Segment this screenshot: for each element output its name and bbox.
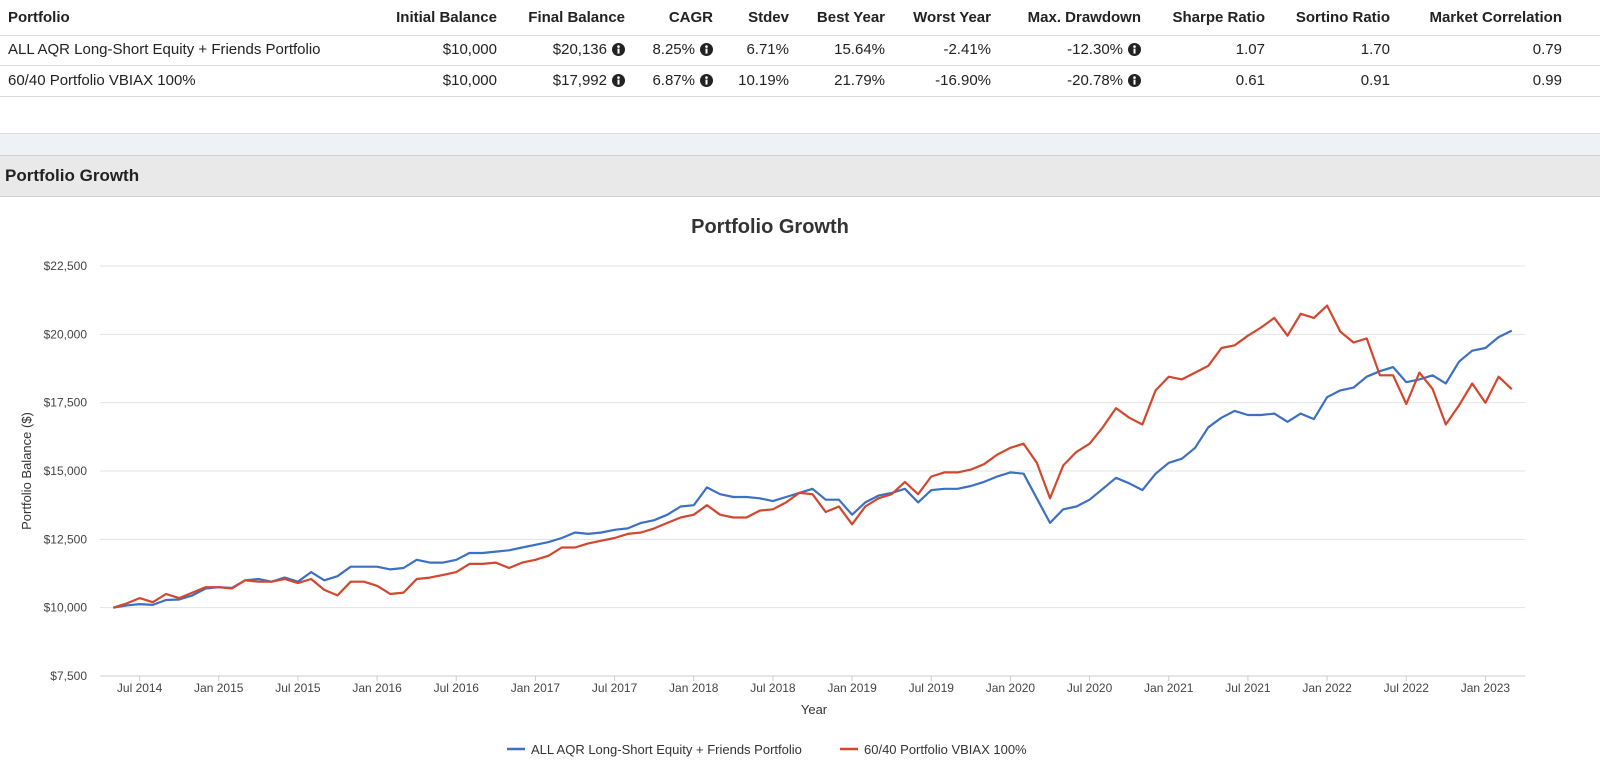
- table-cell: 8.25%: [652, 41, 695, 58]
- x-tick-label: Jan 2021: [1144, 681, 1194, 695]
- table-cell: 60/40 Portfolio VBIAX 100%: [8, 72, 196, 89]
- column-header: Market Correlation: [1429, 9, 1562, 26]
- table-cell: -12.30%: [1067, 41, 1123, 58]
- legend-label[interactable]: ALL AQR Long-Short Equity + Friends Port…: [531, 742, 802, 757]
- info-icon[interactable]: [700, 43, 713, 56]
- spacer-band: [0, 133, 1600, 156]
- table-cell: $10,000: [442, 72, 497, 89]
- x-tick-label: Jan 2023: [1461, 681, 1511, 695]
- legend-label[interactable]: 60/40 Portfolio VBIAX 100%: [864, 742, 1027, 757]
- info-icon[interactable]: [612, 43, 625, 56]
- section-header: Portfolio Growth: [0, 155, 1600, 197]
- table-cell: -16.90%: [935, 72, 991, 89]
- table-cell: 6.87%: [652, 72, 695, 89]
- info-icon[interactable]: [612, 74, 625, 87]
- x-tick-label: Jul 2016: [434, 681, 480, 695]
- section-title: Portfolio Growth: [5, 166, 140, 185]
- x-tick-label: Jan 2022: [1302, 681, 1352, 695]
- table-cell: -20.78%: [1067, 72, 1123, 89]
- column-header: Max. Drawdown: [1027, 9, 1141, 26]
- column-header: Initial Balance: [396, 9, 497, 26]
- column-header: Stdev: [748, 9, 789, 26]
- x-tick-label: Jul 2022: [1384, 681, 1430, 695]
- y-axis-label: Portfolio Balance ($): [19, 412, 34, 530]
- column-header: Portfolio: [8, 9, 70, 26]
- table-cell: 6.71%: [746, 41, 789, 58]
- x-axis-label: Year: [801, 702, 828, 717]
- column-header: CAGR: [668, 9, 713, 26]
- x-tick-label: Jul 2019: [909, 681, 955, 695]
- table-cell: -2.41%: [943, 41, 991, 58]
- y-tick-label: $15,000: [44, 464, 88, 478]
- x-tick-label: Jan 2017: [511, 681, 561, 695]
- table-cell: $10,000: [442, 41, 497, 58]
- table-cell: 21.79%: [834, 72, 885, 89]
- table-cell: 0.79: [1532, 41, 1562, 58]
- chart: Portfolio Growth Year Portfolio Balance …: [19, 216, 1525, 757]
- info-icon[interactable]: [1128, 43, 1141, 56]
- row-rule: [0, 35, 1600, 36]
- table-cell: $20,136: [552, 41, 607, 58]
- column-header: Worst Year: [913, 9, 991, 26]
- chart-title: Portfolio Growth: [691, 216, 849, 238]
- x-tick-label: Jul 2020: [1067, 681, 1113, 695]
- y-tick-label: $20,000: [44, 327, 88, 341]
- y-tick-label: $12,500: [44, 532, 88, 546]
- table-cell: 1.70: [1360, 41, 1390, 58]
- x-tick-label: Jul 2021: [1225, 681, 1271, 695]
- series-line: [113, 329, 1513, 609]
- y-tick-label: $10,000: [44, 601, 88, 615]
- x-tick-label: Jul 2018: [750, 681, 796, 695]
- table-cell: 15.64%: [834, 41, 885, 58]
- x-tick-label: Jan 2016: [352, 681, 402, 695]
- x-tick-label: Jan 2015: [194, 681, 244, 695]
- column-header: Sortino Ratio: [1295, 9, 1390, 26]
- row-rule: [0, 65, 1600, 66]
- row-rule: [0, 96, 1600, 97]
- table-cell: ALL AQR Long-Short Equity + Friends Port…: [8, 41, 321, 58]
- table-cell: 0.61: [1235, 72, 1265, 89]
- x-tick-label: Jul 2015: [275, 681, 321, 695]
- info-icon[interactable]: [700, 74, 713, 87]
- column-header: Sharpe Ratio: [1172, 9, 1265, 26]
- series-line: [112, 304, 1513, 609]
- table-cell: $17,992: [552, 72, 607, 89]
- x-tick-label: Jul 2017: [592, 681, 638, 695]
- y-tick-label: $7,500: [50, 669, 87, 683]
- column-header: Final Balance: [528, 9, 625, 26]
- table-cell: 0.99: [1532, 72, 1562, 89]
- column-header: Best Year: [816, 9, 885, 26]
- x-tick-label: Jan 2020: [986, 681, 1036, 695]
- x-tick-label: Jan 2019: [827, 681, 877, 695]
- table-cell: 10.19%: [738, 72, 789, 89]
- table-cell: 1.07: [1235, 41, 1265, 58]
- x-tick-label: Jan 2018: [669, 681, 719, 695]
- y-tick-label: $17,500: [44, 396, 88, 410]
- x-tick-label: Jul 2014: [117, 681, 163, 695]
- y-tick-label: $22,500: [44, 259, 88, 273]
- table-cell: 0.91: [1360, 72, 1390, 89]
- info-icon[interactable]: [1128, 74, 1141, 87]
